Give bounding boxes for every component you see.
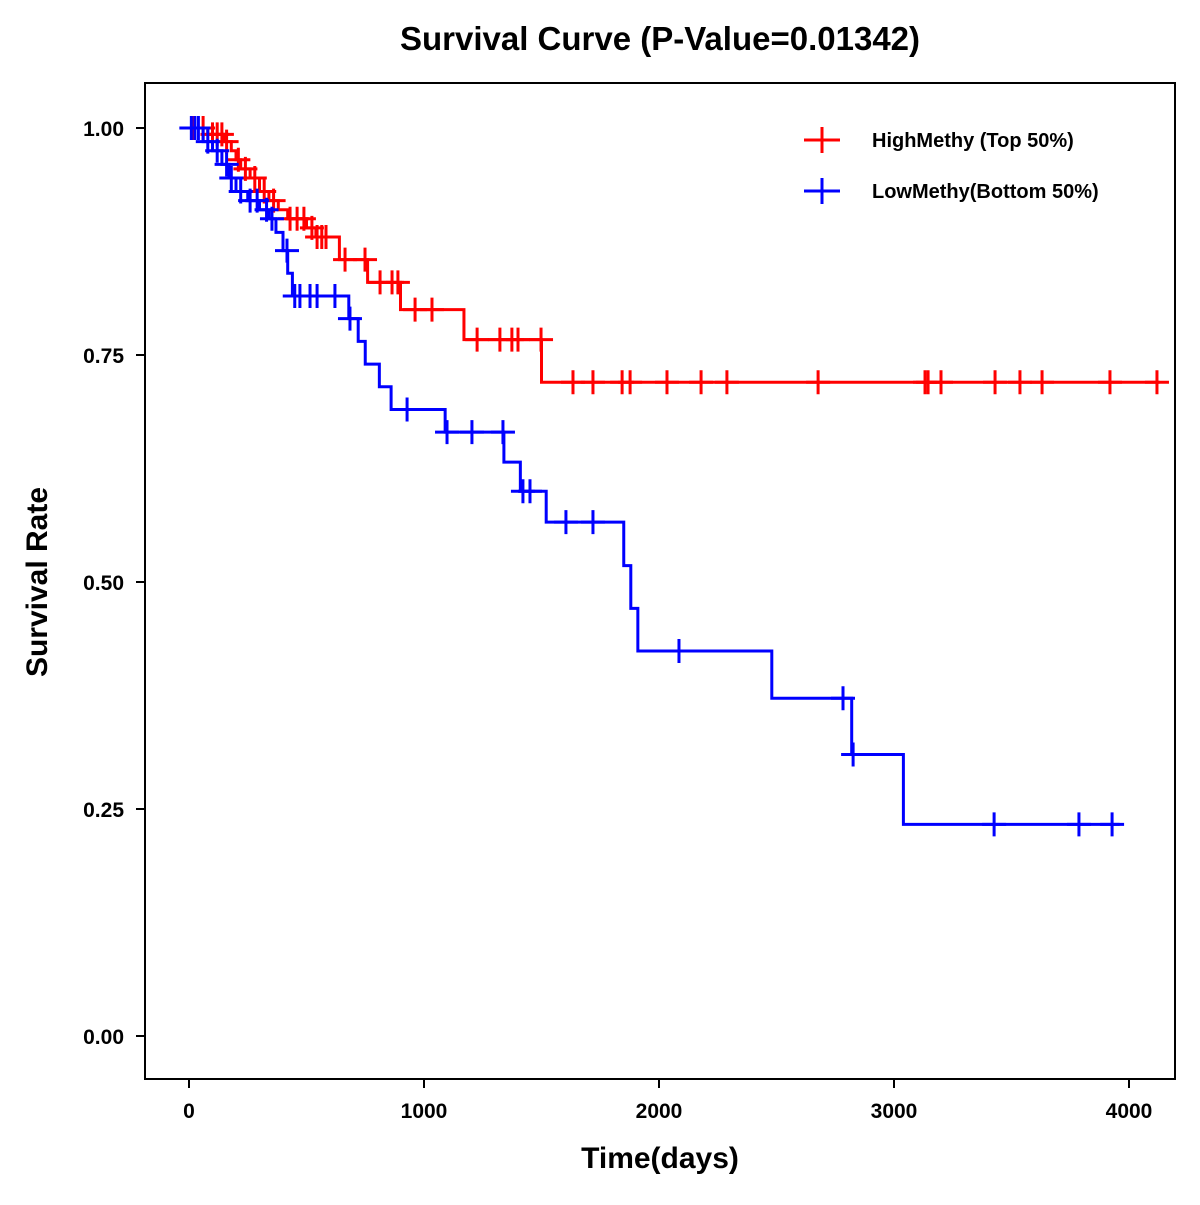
- legend: HighMethy (Top 50%) LowMethy(Bottom 50%): [804, 127, 1099, 204]
- censor-mark: [205, 138, 230, 163]
- y-tick-label: 1.00: [83, 118, 124, 141]
- y-tick-label: 0.50: [83, 572, 124, 595]
- censor-mark: [689, 370, 714, 395]
- censor-mark: [517, 479, 542, 504]
- survival-curve-0: [189, 126, 1160, 384]
- legend-label: HighMethy (Top 50%): [872, 130, 1074, 152]
- censor-mark: [1066, 812, 1091, 837]
- censor-mark: [214, 152, 239, 177]
- y-axis-label: Survival Rate: [21, 487, 54, 677]
- censor-mark: [666, 639, 691, 664]
- censor-mark: [337, 306, 362, 331]
- censor-mark: [929, 370, 953, 395]
- censor-mark: [983, 370, 1008, 395]
- censor-mark: [419, 297, 444, 322]
- censor-mark: [618, 370, 643, 395]
- censor-mark: [1100, 812, 1125, 837]
- x-axis: 0 1000 2000 3000 4000: [183, 1079, 1152, 1123]
- censor-mark: [831, 686, 856, 711]
- censor-mark: [841, 742, 866, 767]
- censor-mark: [506, 327, 530, 352]
- censor-mark: [459, 420, 484, 445]
- censor-mark: [553, 510, 578, 535]
- censor-mark: [186, 116, 211, 140]
- censor-mark: [385, 270, 410, 295]
- legend-label: LowMethy(Bottom 50%): [872, 181, 1099, 203]
- x-tick-label: 1000: [401, 1100, 448, 1123]
- y-axis: 0.00 0.25 0.50 0.75 1.00: [83, 118, 145, 1049]
- x-tick-label: 2000: [636, 1100, 683, 1123]
- x-tick-label: 3000: [871, 1100, 918, 1123]
- legend-marker: [804, 127, 840, 153]
- censor-mark: [465, 327, 490, 352]
- survival-curve-1: [189, 126, 1120, 826]
- censor-mark: [529, 327, 554, 352]
- censor-mark: [435, 420, 460, 445]
- x-tick-label: 0: [183, 1100, 195, 1123]
- censor-mark: [1144, 370, 1169, 395]
- censor-mark: [714, 370, 739, 395]
- y-tick-label: 0.75: [83, 345, 124, 368]
- censor-mark: [982, 812, 1007, 837]
- censor-mark: [353, 247, 378, 272]
- y-tick-label: 0.25: [83, 799, 124, 822]
- censor-mark: [242, 165, 267, 190]
- censor-mark: [580, 510, 605, 535]
- chart-title: Survival Curve (P-Value=0.01342): [400, 20, 920, 57]
- plot-frame: [144, 82, 1176, 1080]
- censor-mark: [1007, 370, 1032, 395]
- curves: [179, 116, 1169, 837]
- censor-mark: [580, 370, 605, 395]
- x-tick-label: 4000: [1106, 1100, 1153, 1123]
- x-axis-label: Time(days): [581, 1142, 739, 1175]
- censor-mark: [274, 238, 299, 263]
- legend-marker: [804, 178, 840, 204]
- censor-mark: [806, 370, 831, 395]
- censor-mark: [490, 420, 515, 445]
- censor-mark: [259, 206, 284, 231]
- censor-mark: [219, 165, 244, 190]
- censor-mark: [1097, 370, 1122, 395]
- censor-mark: [322, 283, 347, 308]
- censor-mark: [395, 397, 420, 422]
- censor-mark: [654, 370, 679, 395]
- censor-mark: [1030, 370, 1055, 395]
- y-tick-label: 0.00: [83, 1026, 124, 1049]
- censor-mark: [314, 224, 339, 249]
